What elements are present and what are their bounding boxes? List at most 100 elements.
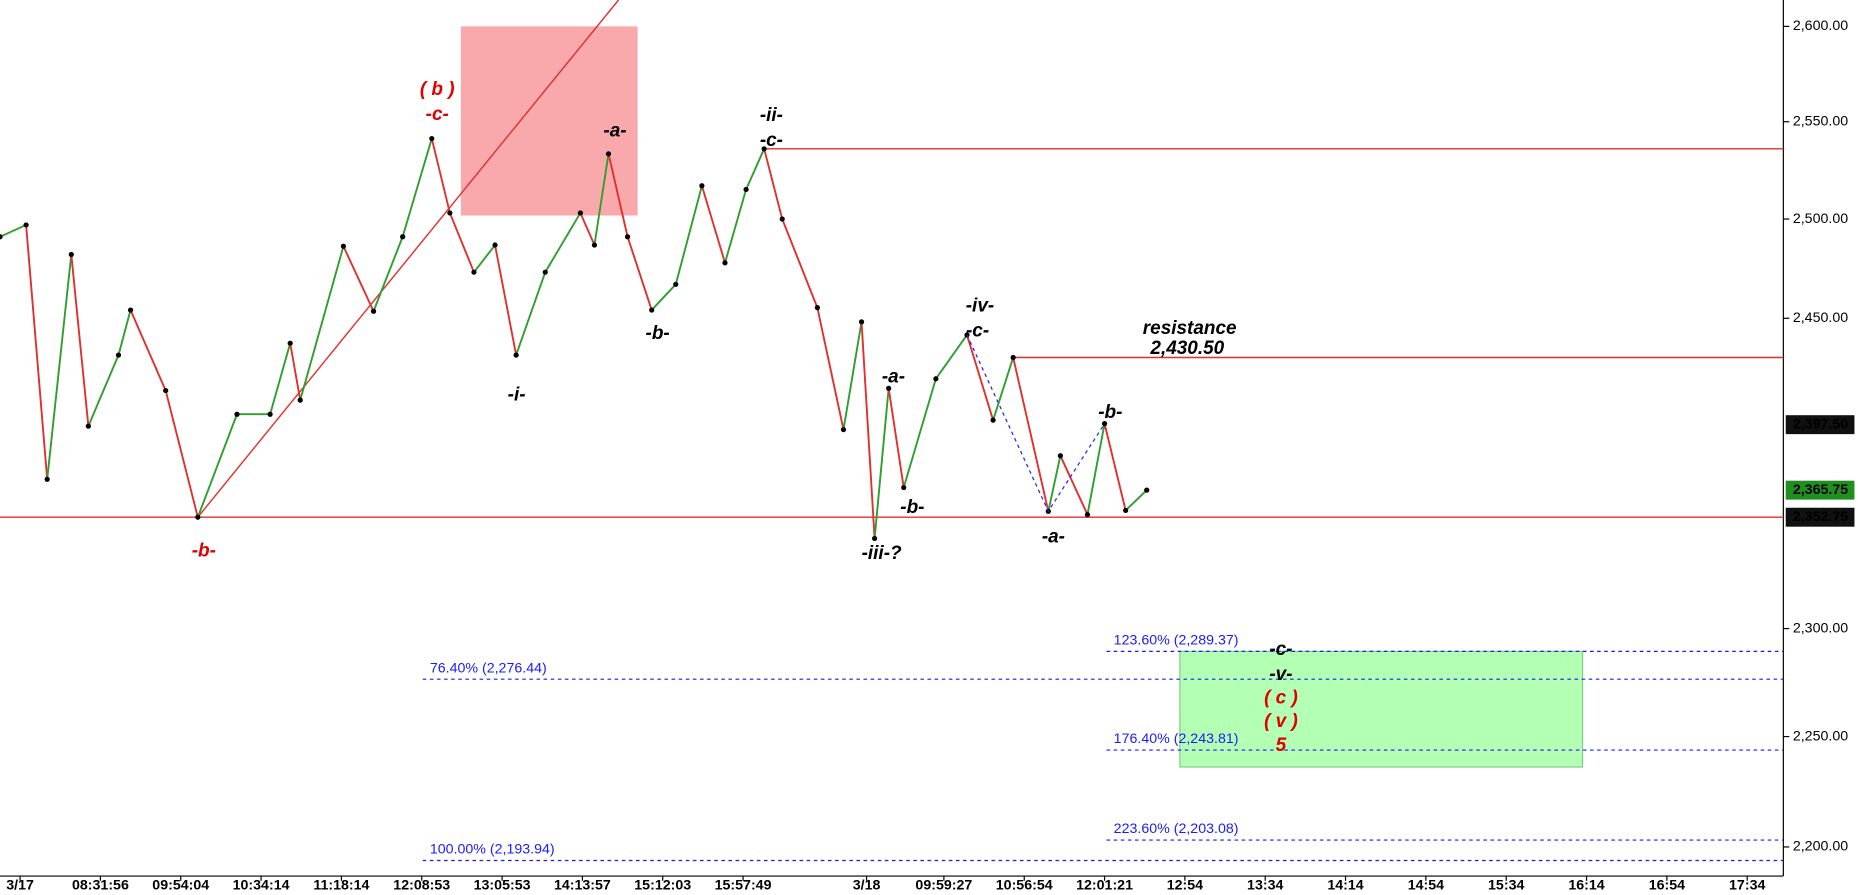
pivot-dot [44,476,50,482]
price-segment [473,244,496,273]
fib-label: 76.40% (2,276.44) [430,660,547,676]
wave-label: -b- [646,323,670,344]
price-segment [401,138,433,238]
pivot-dot [195,514,201,520]
pivot-dot [115,352,122,358]
x-tick-label: 09:54:04 [152,877,209,893]
y-tick-label: 2,500.00 [1793,211,1848,227]
x-tick-label: 10:56:54 [996,877,1053,893]
wave-label: -iv- [966,296,994,317]
price-segment [700,185,726,264]
price-segment [674,185,703,285]
pivot-dot [699,183,705,189]
pivot-dot [624,234,631,240]
wave-label: -b- [900,497,924,518]
pivot-dot [577,210,583,216]
price-segment [544,212,582,273]
price-segment [781,218,819,309]
pivot-dot [400,234,406,240]
pivot-dot [1057,453,1063,459]
price-segment [1012,357,1050,512]
fib-label: 123.60% (2,289.37) [1114,632,1239,648]
price-segment [289,343,302,401]
pivot-dot [267,411,273,417]
x-tick-label: 15:12:03 [634,877,691,893]
wave-label: -a- [1042,526,1065,547]
price-segment [902,378,937,488]
y-tick-label: 2,600.00 [1793,18,1848,34]
price-segment [372,236,404,312]
wave-label: -i- [508,384,526,405]
pivot-dot [1144,487,1150,493]
pivot-dot [447,210,453,216]
price-segment [887,388,905,488]
zone-box [1179,650,1584,768]
zone-box [460,26,638,216]
price-segment [607,153,629,237]
price-segment [1086,423,1106,515]
pivot-dot [673,281,679,287]
x-tick-label: 14:14 [1327,877,1363,893]
price-segment [1047,455,1062,512]
wave-dashed-line [966,334,1106,513]
pivot-dot [297,397,303,403]
wave-label: ( v ) [1264,711,1298,732]
pivot-dot [990,417,996,423]
wave-label: ( b ) [420,79,455,100]
x-tick-label: 12:01:21 [1076,877,1133,893]
price-segment [626,236,653,311]
fib-label: 176.40% (2,243.81) [1114,731,1239,747]
x-tick-label: 16:54 [1649,877,1685,893]
price-segment [448,212,475,273]
wave-label: -c- [966,320,989,341]
pivot-dot [814,305,820,311]
pivot-dot [429,135,435,142]
wave-label: -b- [192,541,216,562]
pivot-dot [163,387,169,394]
pivot-dot [858,319,865,325]
pivot-dot [1123,507,1129,514]
x-tick-label: 13:34 [1247,877,1283,893]
price-segment [430,138,451,214]
price-segment [816,307,845,430]
price-segment [117,309,132,356]
price-segment [129,309,167,391]
pivot-dot [933,376,939,382]
pivot-dot [340,243,347,249]
x-tick-label: 12:54 [1167,877,1203,893]
x-tick-label: 09:59:27 [915,877,972,893]
price-segment [579,212,596,246]
price-segment [269,342,292,415]
pivot-dot [234,411,240,417]
price-segment [745,148,766,190]
pivot-dot [1084,512,1091,518]
pivot-dot [779,216,785,222]
price-segment [494,244,518,356]
pivot-dot [649,307,655,313]
price-segment [593,153,610,246]
price-segment [1103,423,1127,511]
wave-label: -c- [760,130,783,151]
pivot-dot [542,269,548,275]
wave-label: 5 [1276,735,1287,756]
x-tick-label: 12:08:53 [393,877,450,893]
price-tag-label: 2,352.75 [1793,509,1848,525]
pivot-dot [1101,421,1108,427]
price-segment [342,245,375,312]
price-segment [46,254,73,480]
pivot-dot [871,535,878,542]
price-segment [515,271,547,356]
x-tick-label: 3/17 [6,877,34,893]
x-tick-label: 16:14 [1568,877,1604,893]
x-tick-label: 11:18:14 [313,877,369,893]
pivot-dot [840,426,847,433]
price-segment [992,357,1015,421]
pivot-dot [492,242,498,248]
pivot-dot [23,222,29,228]
pivot-dot [0,234,3,240]
price-tag-label: 2,365.75 [1793,482,1848,498]
y-tick-label: 2,550.00 [1793,114,1848,130]
wave-label: -v- [1269,664,1292,685]
